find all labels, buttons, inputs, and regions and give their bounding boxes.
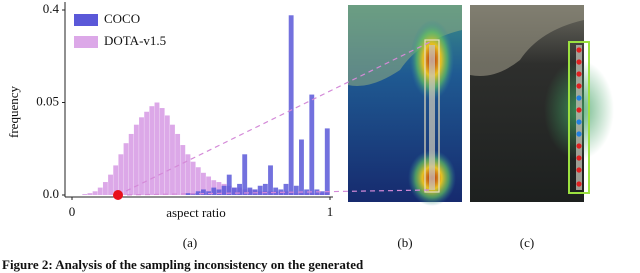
histogram-bar — [123, 143, 129, 195]
histogram-bar — [113, 165, 119, 195]
histogram-bar — [242, 154, 248, 195]
histogram-bar — [201, 189, 206, 195]
x-tick-label: 1 — [327, 204, 334, 219]
legend-label: DOTA-v1.5 — [104, 33, 166, 48]
connector-lines — [117, 41, 431, 196]
histogram-bar — [247, 187, 253, 195]
histogram-bar — [324, 128, 330, 195]
histogram-bar — [195, 167, 201, 195]
histogram-bar — [216, 189, 222, 195]
heatmap-image — [348, 5, 462, 206]
panel-label: (c) — [520, 235, 534, 250]
histogram-bar — [185, 193, 191, 195]
histogram-bar — [257, 185, 263, 195]
histogram-bar — [92, 191, 98, 195]
figure-caption: Figure 2: Analysis of the sampling incon… — [2, 257, 364, 272]
histogram-bar — [226, 174, 232, 195]
histogram-bar — [128, 133, 134, 195]
highlight-dot — [113, 190, 123, 200]
histogram-bar — [304, 189, 310, 195]
histogram-bar — [118, 154, 124, 195]
histogram-bar — [201, 172, 206, 195]
y-tick-label: 0.4 — [43, 1, 60, 16]
histogram-bar — [273, 187, 279, 195]
histogram-bar — [206, 176, 212, 195]
histogram-bar — [195, 191, 201, 195]
histogram-bar — [288, 15, 294, 195]
histogram-bar — [82, 194, 88, 195]
histogram-bar — [190, 161, 196, 195]
histogram-bar — [231, 187, 237, 195]
histogram-bar — [237, 183, 242, 195]
histogram-panel: 0.0 0.05 0.4 0 1 aspect ratio frequency COCO DOT… — [6, 1, 333, 220]
histogram-bar — [283, 183, 289, 195]
sample-points-image — [470, 5, 614, 202]
histogram-bar — [154, 102, 160, 195]
x-axis-label: aspect ratio — [166, 205, 226, 220]
histogram-bar — [97, 187, 103, 195]
x-tick-label: 0 — [69, 204, 76, 219]
y-axis-label: frequency — [6, 86, 21, 138]
histogram-bar — [170, 124, 175, 195]
histogram-bar — [87, 193, 93, 195]
histogram-bar — [221, 185, 227, 195]
histogram-bar — [293, 185, 299, 195]
legend-swatch — [74, 14, 98, 26]
histogram-bar — [185, 154, 191, 195]
legend-label: COCO — [104, 11, 140, 26]
histogram-bar — [159, 108, 165, 195]
histogram-bar — [309, 94, 315, 195]
histogram-bar — [299, 139, 304, 195]
histogram-bar — [211, 187, 217, 195]
y-tick-label: 0.0 — [43, 186, 59, 201]
panel-label: (a) — [183, 235, 197, 250]
legend-swatch — [74, 36, 98, 48]
histogram-bar — [102, 182, 108, 195]
histogram-bar — [149, 106, 155, 195]
histogram-bar — [175, 133, 181, 195]
histogram-bar — [319, 191, 325, 195]
histogram-bar — [139, 117, 144, 195]
histogram-bar — [268, 165, 273, 195]
histogram-bar — [216, 182, 222, 195]
histogram-bar — [164, 115, 170, 195]
histogram-bar — [144, 111, 150, 195]
histogram-bar — [108, 174, 113, 195]
histogram-bar — [133, 124, 139, 195]
histogram-bar — [180, 145, 186, 195]
y-tick-label: 0.05 — [36, 93, 59, 108]
histogram-bar — [262, 183, 268, 195]
panel-label: (b) — [397, 235, 412, 250]
